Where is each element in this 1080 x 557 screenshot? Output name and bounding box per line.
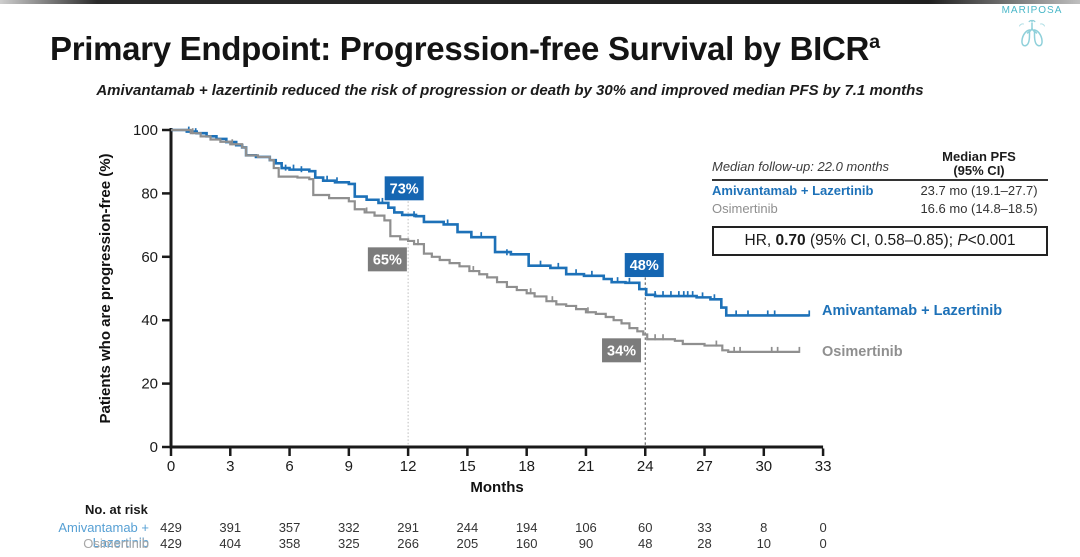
at-risk-value: 10 [756, 536, 772, 551]
at-risk-value: 33 [697, 520, 712, 535]
p-value: <0.001 [967, 232, 1016, 249]
km-curve-osimertinib [171, 128, 800, 353]
median-pfs-column-header: Median PFS (95% CI) [910, 150, 1048, 177]
x-tick-label: 6 [285, 458, 293, 475]
at-risk-value: 429 [160, 520, 182, 535]
median-followup-note: Median follow-up: 22.0 months [712, 159, 890, 175]
at-risk-value: 48 [638, 536, 653, 551]
slide-top-border [0, 0, 1080, 4]
at-risk-value: 0 [819, 536, 827, 551]
milestone-label-73%: 73% [390, 182, 419, 198]
x-tick-label: 33 [815, 458, 832, 475]
milestone-box-65% [367, 247, 407, 272]
osimertinib-row-label: Osimertinib [712, 200, 778, 216]
x-tick-label: 30 [755, 458, 772, 475]
osimertinib-median-pfs-value: 16.6 mo (14.8–18.5) [920, 200, 1038, 216]
at-risk-value: 266 [397, 536, 419, 551]
x-axis-title: Months [470, 479, 523, 496]
lungs-icon [1019, 19, 1045, 47]
at-risk-value: 325 [337, 536, 360, 551]
y-tick-label: 40 [141, 312, 158, 329]
subtitle: Amivantamab + lazertinib reduced the ris… [96, 82, 924, 99]
table-row: Amivantamab + Lazertinib 23.7 mo (19.1–2… [712, 183, 1048, 199]
at-risk-value: 404 [219, 536, 242, 551]
x-tick-label: 9 [345, 458, 353, 475]
y-tick-label: 20 [141, 376, 158, 393]
median-pfs-header-line2: (95% CI) [953, 162, 1005, 178]
amivantamab-row-label: Amivantamab + Lazertinib [712, 183, 874, 199]
x-tick-label: 21 [578, 458, 595, 475]
at-risk-row-label-amivantamab: Amivantamab + Lazertinib [58, 520, 149, 550]
at-risk-row-label-osimertinib: Osimertinib [83, 536, 149, 551]
at-risk-value: 357 [278, 520, 301, 535]
at-risk-value: 90 [578, 536, 594, 551]
at-risk-value: 28 [697, 536, 712, 551]
y-tick-label: 100 [133, 122, 158, 139]
milestone-box-73% [384, 176, 424, 201]
y-tick-label: 60 [141, 249, 158, 266]
at-risk-value: 60 [638, 520, 653, 535]
hr-prefix: HR, [744, 232, 776, 249]
x-tick-label: 12 [400, 458, 417, 475]
y-tick-label: 80 [141, 185, 158, 202]
hr-value: 0.70 [775, 232, 806, 249]
p-label: P [957, 232, 968, 249]
y-axis-title: Patients who are progression-free (%) [97, 153, 114, 423]
median-pfs-header-line1: Median PFS [942, 149, 1016, 164]
median-pfs-table-header: Median follow-up: 22.0 months Median PFS… [712, 150, 1048, 182]
x-tick-label: 0 [167, 458, 175, 475]
at-risk-value: 429 [160, 536, 182, 551]
y-tick-label: 0 [150, 439, 158, 456]
page-title-footnote-marker: a [869, 31, 880, 53]
x-tick-label: 24 [637, 458, 654, 475]
at-risk-value: 291 [397, 520, 419, 535]
hazard-ratio-box: HR, 0.70 (95% CI, 0.58–0.85); P<0.001 [712, 226, 1048, 256]
milestone-box-48% [624, 253, 664, 278]
at-risk-value: 332 [337, 520, 360, 535]
milestone-label-65%: 65% [373, 253, 402, 269]
mariposa-logo: MARIPOSA [992, 5, 1072, 51]
median-pfs-table: Median follow-up: 22.0 months Median PFS… [712, 150, 1048, 216]
at-risk-value: 194 [515, 520, 538, 535]
at-risk-value: 106 [575, 520, 597, 535]
amivantamab-median-pfs-value: 23.7 mo (19.1–27.7) [920, 183, 1038, 199]
at-risk-value: 244 [456, 520, 479, 535]
page-title: Primary Endpoint: Progression-free Survi… [50, 30, 1010, 68]
at-risk-value: 205 [456, 536, 479, 551]
page-title-text: Primary Endpoint: Progression-free Survi… [50, 30, 870, 67]
curve-label-amivantamab: Amivantamab + Lazertinib [822, 303, 1003, 319]
hr-ci-text: (95% CI, 0.58–0.85); [805, 232, 958, 249]
at-risk-value: 8 [760, 520, 768, 535]
at-risk-value: 358 [278, 536, 301, 551]
mariposa-logo-text: MARIPOSA [1001, 5, 1063, 16]
x-tick-label: 15 [459, 458, 476, 475]
x-tick-label: 18 [518, 458, 535, 475]
milestone-label-48%: 48% [630, 258, 659, 274]
at-risk-value: 391 [219, 520, 242, 535]
table-row: Osimertinib 16.6 mo (14.8–18.5) [712, 200, 1048, 216]
at-risk-value: 0 [819, 520, 827, 535]
x-tick-label: 27 [696, 458, 713, 475]
curve-label-osimertinib: Osimertinib [822, 344, 903, 360]
x-tick-label: 3 [226, 458, 234, 475]
at-risk-title: No. at risk [85, 502, 148, 517]
milestone-label-34%: 34% [607, 344, 636, 360]
milestone-box-34% [602, 338, 642, 363]
at-risk-value: 160 [515, 536, 538, 551]
